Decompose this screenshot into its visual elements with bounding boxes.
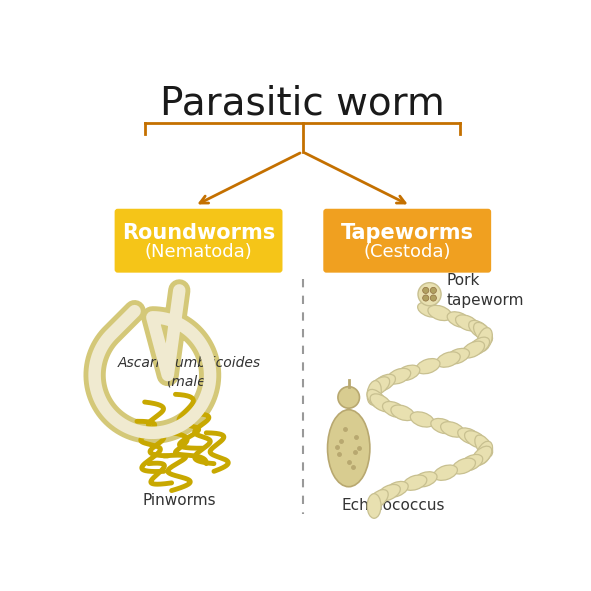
Circle shape	[430, 295, 436, 301]
Text: Ascaris lumbricoides
(male): Ascaris lumbricoides (male)	[118, 356, 261, 388]
Ellipse shape	[368, 377, 389, 395]
Text: Pork
tapeworm: Pork tapeworm	[446, 273, 524, 308]
Ellipse shape	[370, 394, 392, 412]
Ellipse shape	[473, 323, 492, 343]
Ellipse shape	[416, 359, 440, 374]
FancyBboxPatch shape	[323, 209, 491, 272]
Circle shape	[430, 287, 436, 294]
Ellipse shape	[403, 475, 427, 491]
Ellipse shape	[373, 374, 395, 391]
Ellipse shape	[477, 327, 492, 352]
Text: Pinworms: Pinworms	[142, 493, 216, 508]
Ellipse shape	[385, 482, 408, 497]
Ellipse shape	[446, 349, 469, 364]
Ellipse shape	[396, 365, 420, 381]
Ellipse shape	[472, 446, 492, 466]
Ellipse shape	[456, 315, 479, 331]
Ellipse shape	[428, 306, 452, 320]
Ellipse shape	[367, 493, 381, 518]
Ellipse shape	[469, 320, 490, 339]
Ellipse shape	[441, 422, 465, 437]
Ellipse shape	[391, 405, 414, 421]
Ellipse shape	[367, 389, 387, 410]
Text: Echinococcus: Echinococcus	[341, 498, 444, 513]
Circle shape	[423, 287, 429, 294]
Ellipse shape	[447, 312, 470, 327]
Ellipse shape	[377, 485, 400, 501]
Ellipse shape	[465, 431, 487, 448]
Ellipse shape	[368, 489, 388, 509]
Text: Parasitic worm: Parasitic worm	[160, 85, 445, 122]
Ellipse shape	[327, 410, 370, 487]
Ellipse shape	[387, 368, 411, 384]
Ellipse shape	[468, 337, 489, 355]
Ellipse shape	[418, 302, 441, 317]
Circle shape	[418, 282, 441, 306]
FancyBboxPatch shape	[115, 209, 282, 272]
Ellipse shape	[382, 401, 406, 417]
Ellipse shape	[367, 381, 381, 405]
Circle shape	[423, 295, 429, 301]
Text: Roundworms: Roundworms	[122, 223, 275, 243]
Ellipse shape	[475, 435, 493, 457]
Ellipse shape	[431, 418, 454, 434]
Ellipse shape	[434, 465, 457, 480]
Ellipse shape	[452, 458, 476, 474]
Text: (Nematoda): (Nematoda)	[145, 243, 252, 261]
Ellipse shape	[476, 441, 492, 464]
Text: (Cestoda): (Cestoda)	[363, 243, 451, 261]
Ellipse shape	[462, 341, 485, 358]
Ellipse shape	[457, 428, 481, 444]
Ellipse shape	[410, 412, 434, 427]
Ellipse shape	[460, 454, 483, 471]
Ellipse shape	[437, 352, 460, 367]
Ellipse shape	[338, 387, 359, 408]
Ellipse shape	[413, 472, 437, 487]
Text: Tapeworms: Tapeworms	[341, 223, 474, 243]
